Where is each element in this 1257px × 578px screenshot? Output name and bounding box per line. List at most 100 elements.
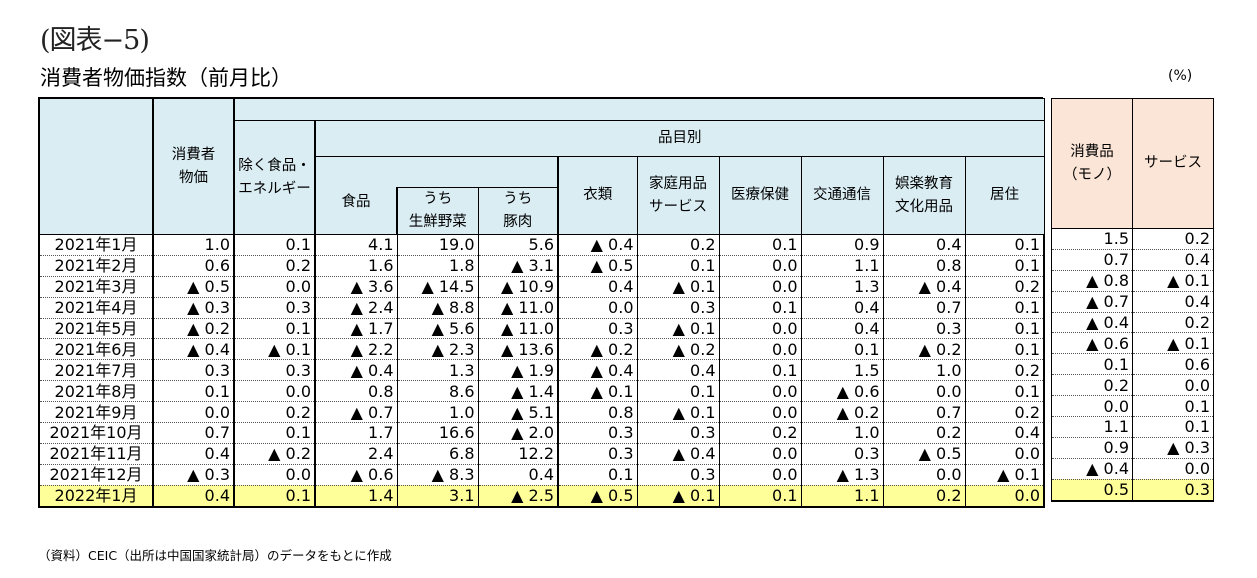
cpi-main-table: 消費者 物価 除く食品・ エネルギー 品目別 衣類 家庭用品 サービス 医療保健 交通… [38, 98, 1045, 508]
value-cell: 0.3 [557, 422, 638, 444]
value-cell: 8.6 [396, 380, 479, 403]
value-cell: 0.0 [233, 380, 316, 403]
value-cell: 0.4 [800, 297, 884, 319]
value-cell: ▲ 5.1 [477, 401, 559, 424]
value-cell: 0.8 [314, 380, 398, 403]
value-cell: 0.4 [800, 318, 884, 340]
value-cell: ▲ 0.2 [152, 318, 235, 340]
table-row: 2021年4月 ▲ 0.3 0.3 ▲ 2.4 ▲ 8.8 ▲ 11.0 0.0 0.3 0.1… [38, 297, 1045, 319]
value-cell: 0.1 [718, 359, 802, 382]
table-row: 2021年1月 1.0 0.1 4.1 19.0 5.6 ▲ 0.4 0.2 0.1 0.9 0.4… [38, 234, 1045, 256]
value-cell: 0.2 [964, 401, 1045, 424]
value-cell: 1.1 [1051, 416, 1133, 438]
value-cell: ▲ 0.7 [314, 401, 398, 424]
cpi-goods-services-table: 消費品 （モノ） サービス 1.5 0.2 0.7 0.4 ▲ 0.8 ▲ 0.1 ▲ 0.7… [1051, 98, 1214, 502]
value-cell: 0.4 [636, 359, 720, 382]
value-cell: 0.7 [152, 422, 235, 444]
value-cell: 0.3 [636, 422, 720, 444]
value-cell: ▲ 8.8 [396, 297, 479, 319]
value-cell: ▲ 0.2 [233, 443, 316, 465]
value-cell: 0.1 [718, 234, 802, 256]
value-cell: 0.2 [1132, 228, 1214, 250]
value-cell: 0.5 [1051, 479, 1133, 502]
row-month-label: 2021年11月 [38, 443, 154, 465]
value-cell: 0.4 [152, 485, 235, 508]
value-cell: 0.2 [964, 359, 1045, 382]
value-cell: 6.8 [396, 443, 479, 465]
value-cell: ▲ 0.3 [1132, 437, 1214, 459]
table-row: 2021年9月 0.0 0.2 ▲ 0.7 1.0 ▲ 5.1 0.8 ▲ 0.1 0.0 ▲ 0… [38, 401, 1045, 424]
value-cell: 2.4 [314, 443, 398, 465]
table-row: 2021年5月 ▲ 0.2 0.1 ▲ 1.7 ▲ 5.6 ▲ 11.0 0.3 ▲ 0.1 0… [38, 318, 1045, 340]
table-body: 1.5 0.2 0.7 0.4 ▲ 0.8 ▲ 0.1 ▲ 0.7 0.4 ▲ 0.4 0.2 ▲ … [1051, 228, 1214, 502]
table-title: 消費者物価指数（前月比） [40, 66, 292, 90]
value-cell: 0.2 [1132, 312, 1214, 334]
value-cell: 0.2 [1051, 374, 1133, 397]
value-cell: ▲ 0.1 [636, 318, 720, 340]
value-cell: 1.0 [882, 359, 966, 382]
value-cell: ▲ 0.3 [152, 297, 235, 319]
value-cell: ▲ 13.6 [477, 338, 559, 361]
row-month-label: 2021年6月 [38, 338, 154, 361]
value-cell: 0.0 [718, 318, 802, 340]
value-cell: 1.5 [800, 359, 884, 382]
value-cell: 0.0 [718, 276, 802, 298]
value-cell: ▲ 1.7 [314, 318, 398, 340]
value-cell: 0.4 [557, 276, 638, 298]
value-cell: 0.7 [882, 297, 966, 319]
value-cell: ▲ 11.0 [477, 297, 559, 319]
value-cell: 0.9 [1051, 437, 1133, 459]
value-cell: 4.1 [314, 234, 398, 256]
table-row: 2021年2月 0.6 0.2 1.6 1.8 ▲ 3.1 ▲ 0.5 0.1 0.0 1.1 0.… [38, 255, 1045, 277]
value-cell: 1.1 [800, 485, 884, 508]
value-cell: ▲ 0.1 [636, 276, 720, 298]
value-cell: 0.1 [636, 380, 720, 403]
value-cell: 0.1 [1132, 395, 1214, 418]
value-cell: 0.4 [964, 422, 1045, 444]
value-cell: 0.1 [1132, 416, 1214, 438]
value-cell: 0.3 [233, 297, 316, 319]
row-month-label: 2021年1月 [38, 234, 154, 256]
value-cell: ▲ 2.0 [477, 422, 559, 444]
header-cpi: 消費者 物価 [152, 98, 235, 235]
value-cell: ▲ 0.1 [636, 485, 720, 508]
value-cell: 0.7 [882, 401, 966, 424]
value-cell: 0.1 [636, 255, 720, 277]
header-group-by-item: 品目別 [314, 120, 1045, 157]
table-row: 0.5 0.3 [1051, 479, 1214, 502]
value-cell: 0.1 [557, 464, 638, 486]
value-cell: 1.7 [314, 422, 398, 444]
value-cell: 0.2 [718, 422, 802, 444]
table-row: 2021年3月 ▲ 0.5 0.0 ▲ 3.6 ▲ 14.5 ▲ 10.9 0.4 ▲ 0.1… [38, 276, 1045, 298]
header-food: 食品 [314, 187, 398, 235]
header-goods: 消費品 （モノ） [1051, 98, 1133, 229]
value-cell: 0.2 [233, 255, 316, 277]
row-month-label: 2021年9月 [38, 401, 154, 424]
value-cell: 0.0 [882, 380, 966, 403]
value-cell: ▲ 0.2 [882, 338, 966, 361]
header-housing: 居住 [964, 156, 1045, 235]
value-cell: ▲ 0.8 [1051, 270, 1133, 292]
table-row: ▲ 0.4 0.2 [1051, 312, 1214, 334]
source-note: （資料）CEIC（出所は中国国家統計局）のデータをもとに作成 [38, 548, 392, 563]
value-cell: ▲ 0.1 [557, 380, 638, 403]
value-cell: ▲ 0.5 [152, 276, 235, 298]
value-cell: 0.1 [718, 485, 802, 508]
value-cell: ▲ 1.4 [477, 380, 559, 403]
value-cell: 0.0 [882, 464, 966, 486]
value-cell: 0.8 [557, 401, 638, 424]
value-cell: 0.1 [1051, 353, 1133, 376]
value-cell: ▲ 0.5 [557, 485, 638, 508]
value-cell: 12.2 [477, 443, 559, 465]
value-cell: 0.9 [800, 234, 884, 256]
value-cell: 5.6 [477, 234, 559, 256]
table-row: 2021年8月 0.1 0.0 0.8 8.6 ▲ 1.4 ▲ 0.1 0.1 0.0 ▲ 0.6… [38, 380, 1045, 403]
value-cell: 0.1 [964, 234, 1045, 256]
value-cell: ▲ 8.3 [396, 464, 479, 486]
header-medical: 医療保健 [718, 156, 802, 235]
value-cell: 0.3 [1132, 479, 1214, 502]
value-cell: ▲ 0.1 [233, 338, 316, 361]
value-cell: 0.0 [1132, 374, 1214, 397]
value-cell: ▲ 14.5 [396, 276, 479, 298]
value-cell: ▲ 0.6 [800, 380, 884, 403]
